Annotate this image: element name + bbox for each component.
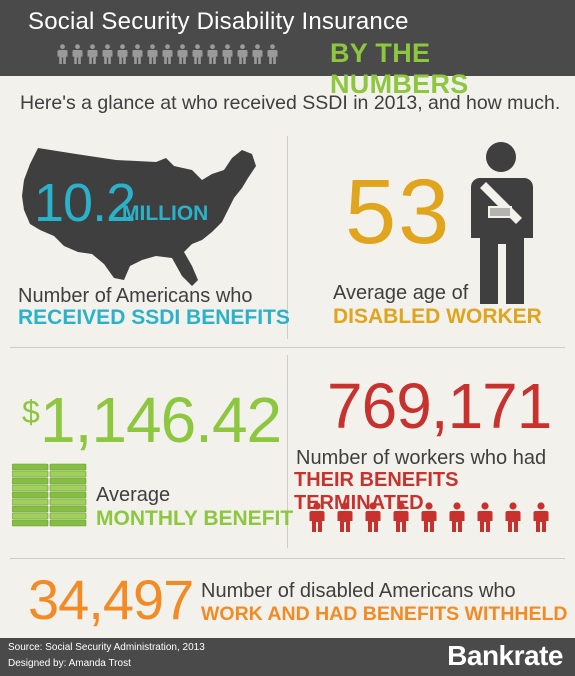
person-icon <box>146 44 159 64</box>
injured-man-icon <box>471 142 533 304</box>
divider-vertical-top <box>287 136 288 339</box>
bankrate-logo: Bankrate <box>447 640 563 671</box>
terminated-label-emphasis: THEIR BENEFITS TERMINATED <box>294 469 459 514</box>
age-label-emphasis: DISABLED WORKER <box>333 305 542 328</box>
bill-layer <box>12 470 49 478</box>
bill-layer <box>12 484 49 492</box>
withheld-label-emphasis: WORK AND HAD BENEFITS WITHHELD <box>201 603 568 625</box>
person-icon <box>532 502 550 532</box>
person-icon <box>266 44 279 64</box>
source-credit: Source: Social Security Administration, … <box>8 642 205 653</box>
person-icon <box>206 44 219 64</box>
withheld-label: Number of disabled Americans who <box>201 580 516 602</box>
bill-layer <box>49 498 87 506</box>
money-stack-icon <box>12 463 87 527</box>
bill-layer <box>49 484 87 492</box>
bill-layer <box>49 477 87 485</box>
infographic-subtitle: BY THE NUMBERS <box>330 38 469 99</box>
bill-layer <box>12 491 49 499</box>
person-icon <box>191 44 204 64</box>
person-icon <box>161 44 174 64</box>
person-icon <box>336 502 354 532</box>
bill-layer <box>49 463 87 471</box>
terminated-people-row <box>308 502 550 532</box>
person-icon <box>236 44 249 64</box>
recipients-label: Number of Americans who <box>18 285 253 307</box>
divider-horizontal-middle <box>10 347 565 348</box>
bill-layer <box>12 505 49 513</box>
age-label: Average age of <box>333 282 469 304</box>
divider-horizontal-bottom <box>10 558 565 559</box>
person-icon <box>308 502 326 532</box>
person-icon <box>176 44 189 64</box>
bill-layer <box>12 519 49 527</box>
bill-layer <box>12 498 49 506</box>
person-icon <box>392 502 410 532</box>
header-banner: Social Security Disability Insurance BY … <box>0 0 575 99</box>
terminated-label: Number of workers who had <box>296 447 547 469</box>
benefit-label: Average <box>96 484 171 506</box>
bill-layer <box>12 463 49 471</box>
person-icon <box>56 44 69 64</box>
intro-text: Here's a glance at who received SSDI in … <box>20 92 561 114</box>
infographic-title: Social Security Disability Insurance <box>28 8 409 35</box>
person-icon <box>116 44 129 64</box>
us-map-icon <box>22 148 256 286</box>
bill-layer <box>49 470 87 478</box>
bill-layer <box>49 505 87 513</box>
person-icon <box>86 44 99 64</box>
header-people-row <box>56 44 279 64</box>
recipients-label-emphasis: RECEIVED SSDI BENEFITS <box>18 306 290 329</box>
person-icon <box>131 44 144 64</box>
terminated-value: 769,171 <box>327 370 552 442</box>
bill-layer <box>12 512 49 520</box>
benefit-label-emphasis: MONTHLY BENEFIT <box>96 507 294 530</box>
bill-layer <box>49 519 87 527</box>
recipients-unit: MILLION <box>122 202 209 225</box>
withheld-value: 34,497 <box>28 568 194 631</box>
person-icon <box>364 502 382 532</box>
person-icon <box>504 502 522 532</box>
footer-bar: Source: Social Security Administration, … <box>0 638 575 676</box>
designer-credit: Designed by: Amanda Trost <box>8 658 131 669</box>
person-icon <box>221 44 234 64</box>
benefit-currency: $ <box>22 394 40 430</box>
bill-layer <box>12 477 49 485</box>
person-icon <box>251 44 264 64</box>
person-icon <box>101 44 114 64</box>
recipients-value: 10.2 <box>34 173 136 233</box>
age-value: 53 <box>345 161 452 263</box>
person-icon <box>476 502 494 532</box>
bill-layer <box>49 491 87 499</box>
person-icon <box>71 44 84 64</box>
person-icon <box>420 502 438 532</box>
bill-layer <box>49 512 87 520</box>
benefit-value: 1,146.42 <box>40 384 282 456</box>
person-icon <box>448 502 466 532</box>
divider-vertical-bottom <box>287 355 288 548</box>
